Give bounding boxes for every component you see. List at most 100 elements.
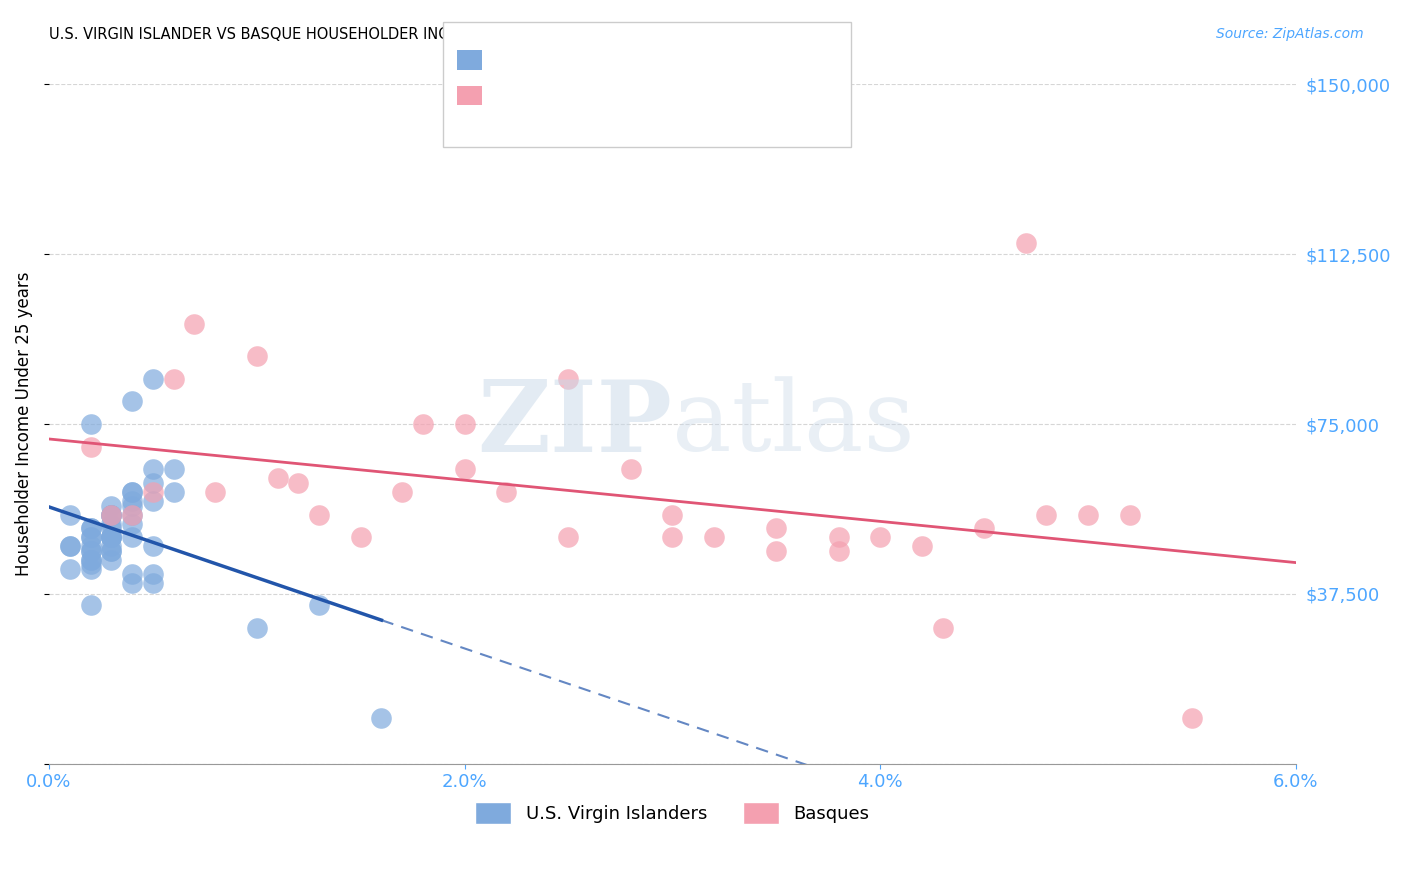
Text: N =: N = [647,58,686,76]
Point [121,566,143,581]
Point [121,508,143,522]
Point [246,349,269,363]
Point [59,539,82,553]
Point [557,372,579,386]
Point [79,598,101,612]
Text: R =: R = [471,58,510,76]
Text: 0.059: 0.059 [520,94,576,112]
Point [79,521,101,535]
Point [183,318,205,332]
Legend: U.S. Virgin Islanders, Basques: U.S. Virgin Islanders, Basques [468,795,877,831]
Point [287,475,309,490]
Point [308,508,330,522]
Point [79,544,101,558]
Point [79,521,101,535]
Point [142,566,165,581]
Point [79,558,101,572]
Point [59,562,82,576]
Point [661,508,683,522]
Point [100,516,122,531]
Point [869,530,891,544]
Point [163,485,186,500]
Text: Source: ZipAtlas.com: Source: ZipAtlas.com [1216,27,1364,41]
Point [121,485,143,500]
Point [121,530,143,544]
Point [911,539,934,553]
Point [204,485,226,500]
Point [973,521,995,535]
Point [121,575,143,590]
Point [1035,508,1057,522]
Point [79,530,101,544]
Point [620,462,643,476]
Point [79,539,101,553]
Point [121,499,143,513]
Point [266,471,288,485]
Point [1118,508,1140,522]
Point [100,544,122,558]
Point [79,562,101,576]
Text: 53: 53 [696,58,721,76]
Point [79,440,101,454]
Point [246,621,269,635]
Point [59,508,82,522]
Point [79,530,101,544]
Point [142,372,165,386]
Point [59,539,82,553]
Y-axis label: Householder Income Under 25 years: Householder Income Under 25 years [15,272,32,576]
Point [142,494,165,508]
Point [1077,508,1099,522]
Point [121,494,143,508]
Point [163,462,186,476]
Point [765,544,787,558]
Point [100,508,122,522]
Point [100,508,122,522]
Point [370,711,392,725]
Point [121,508,143,522]
Point [121,394,143,409]
Text: R =: R = [471,94,516,112]
Point [703,530,725,544]
Text: -0.253: -0.253 [520,58,585,76]
Point [100,530,122,544]
Point [142,462,165,476]
Text: 36: 36 [696,94,721,112]
Point [557,530,579,544]
Point [79,553,101,567]
Point [100,508,122,522]
Point [79,544,101,558]
Point [100,530,122,544]
Point [142,575,165,590]
Point [100,499,122,513]
Point [350,530,373,544]
Point [1014,235,1036,250]
Point [142,485,165,500]
Point [100,553,122,567]
Point [142,475,165,490]
Text: ZIP: ZIP [478,376,672,473]
Point [100,544,122,558]
Point [453,462,475,476]
Point [765,521,787,535]
Point [495,485,517,500]
Point [100,521,122,535]
Point [453,417,475,431]
Point [827,530,849,544]
Point [100,508,122,522]
Point [827,544,849,558]
Point [121,516,143,531]
Point [163,372,186,386]
Point [661,530,683,544]
Point [100,530,122,544]
Point [412,417,434,431]
Text: U.S. VIRGIN ISLANDER VS BASQUE HOUSEHOLDER INCOME UNDER 25 YEARS CORRELATION CHA: U.S. VIRGIN ISLANDER VS BASQUE HOUSEHOLD… [49,27,776,42]
Point [121,485,143,500]
Point [308,598,330,612]
Point [79,553,101,567]
Point [1181,711,1204,725]
Point [142,539,165,553]
Point [931,621,953,635]
Point [391,485,413,500]
Point [100,539,122,553]
Point [79,417,101,431]
